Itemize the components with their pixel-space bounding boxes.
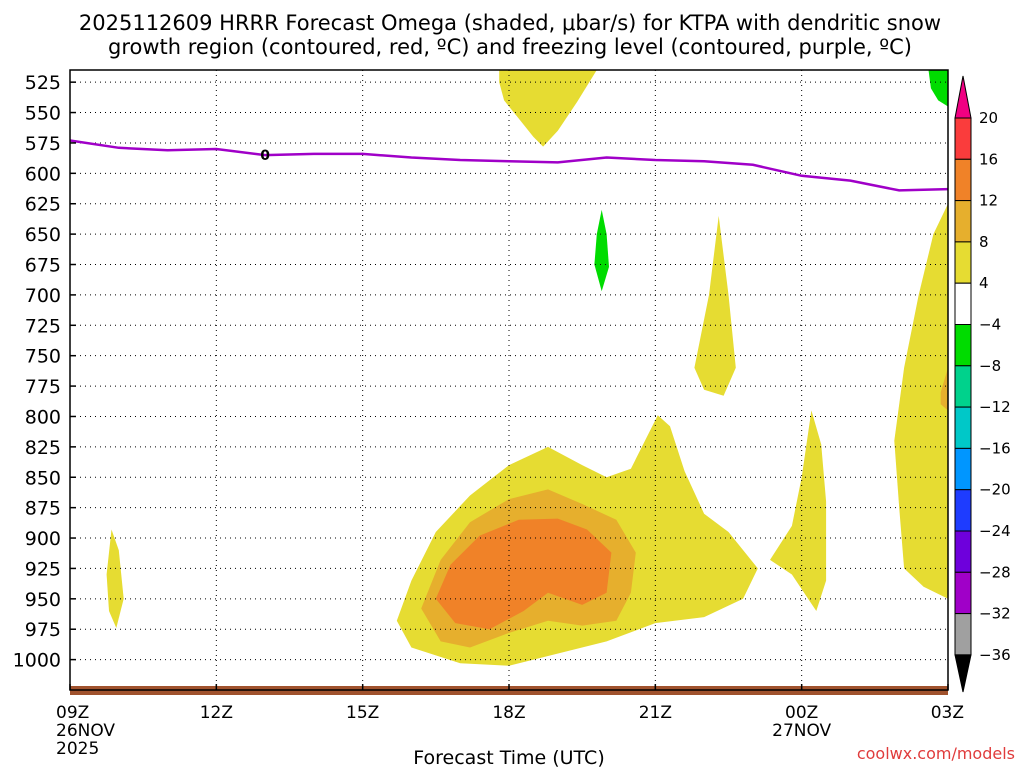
colorbar: 20 16 12 8 4 −4 −8 −12 −16 −20 −24 −28 −32 −36 xyxy=(954,75,1011,693)
y-tick-label-950: 950 xyxy=(25,589,61,611)
x-tick-label-21Z: 21Z xyxy=(639,703,672,723)
y-tick-label-925: 925 xyxy=(25,558,61,580)
colorbar-box-9 xyxy=(954,447,972,491)
colorbar-box-2 xyxy=(954,158,972,202)
colorbar-label-3: 8 xyxy=(979,233,989,251)
omega-region-5 xyxy=(694,215,736,396)
colorbar-box-11 xyxy=(954,530,972,573)
x-axis-label: Forecast Time (UTC) xyxy=(413,747,604,768)
y-tick-label-1000: 1000 xyxy=(13,650,61,672)
colorbar-box-4 xyxy=(954,241,972,284)
x-tick-label-15Z: 15Z xyxy=(346,703,379,723)
colorbar-box-13 xyxy=(954,613,972,656)
colorbar-label-11: −28 xyxy=(979,563,1011,581)
colorbar-box-6 xyxy=(954,324,972,367)
colorbar-label-4: 4 xyxy=(979,274,989,292)
colorbar-label-0: 20 xyxy=(979,109,998,127)
colorbar-label-13: −36 xyxy=(979,646,1011,664)
y-tick-label-975: 975 xyxy=(25,619,61,641)
omega-region-9 xyxy=(594,209,609,292)
credit-text: coolwx.com/models xyxy=(857,744,1015,763)
colorbar-box-5 xyxy=(954,282,972,326)
y-tick-label-575: 575 xyxy=(25,133,61,155)
omega-region-4 xyxy=(435,518,612,630)
omega-region-6 xyxy=(770,410,827,611)
omega-region-7 xyxy=(894,203,948,599)
chart-title-line-1: 2025112609 HRRR Forecast Omega (shaded, … xyxy=(79,11,941,35)
colorbar-box-10 xyxy=(954,489,972,532)
y-axis: 525 550 575 600 625 650 675 700 725 750 775 800 825 8… xyxy=(13,72,76,672)
y-tick-label-800: 800 xyxy=(25,406,61,428)
colorbar-label-7: −12 xyxy=(979,398,1011,416)
y-tick-label-650: 650 xyxy=(25,224,61,246)
omega-shading xyxy=(106,70,948,666)
y-tick-label-550: 550 xyxy=(25,103,61,125)
omega-region-0 xyxy=(499,70,597,147)
omega-region-1 xyxy=(106,529,124,628)
x-tick-label-18Z: 18Z xyxy=(492,703,525,723)
y-tick-label-700: 700 xyxy=(25,285,61,307)
colorbar-box-12 xyxy=(954,571,972,615)
y-tick-label-625: 625 xyxy=(25,194,61,216)
x-date-label-26NOV: 26NOV xyxy=(56,721,115,741)
x-date-label-27NOV: 27NOV xyxy=(772,721,831,741)
colorbar-label-9: −20 xyxy=(979,481,1011,499)
freezing-level-line xyxy=(69,139,949,192)
y-tick-label-750: 750 xyxy=(25,346,61,368)
x-year-label: 2025 xyxy=(56,739,99,759)
x-tick-label-12Z: 12Z xyxy=(200,703,233,723)
y-tick-label-675: 675 xyxy=(25,255,61,277)
colorbar-label-8: −16 xyxy=(979,439,1011,457)
colorbar-label-1: 16 xyxy=(979,150,998,168)
y-tick-label-825: 825 xyxy=(25,437,61,459)
colorbar-label-12: −32 xyxy=(979,605,1011,623)
x-tick-label-00Z: 00Z xyxy=(785,703,818,723)
colorbar-top-arrow xyxy=(954,75,972,119)
colorbar-box-3 xyxy=(954,200,972,243)
omega-region-10 xyxy=(928,70,948,107)
colorbar-box-7 xyxy=(954,365,972,408)
colorbar-label-2: 12 xyxy=(979,192,998,210)
y-tick-label-775: 775 xyxy=(25,376,61,398)
y-tick-label-600: 600 xyxy=(25,163,61,185)
x-tick-label-09Z: 09Z xyxy=(56,703,89,723)
colorbar-label-6: −8 xyxy=(979,357,1001,375)
x-tick-label-03Z: 03Z xyxy=(931,703,964,723)
colorbar-bottom-arrow xyxy=(954,654,972,693)
y-tick-label-525: 525 xyxy=(25,72,61,94)
colorbar-box-1 xyxy=(954,117,972,160)
y-tick-label-875: 875 xyxy=(25,498,61,520)
colorbar-label-5: −4 xyxy=(979,316,1001,334)
y-tick-label-725: 725 xyxy=(25,315,61,337)
y-tick-label-850: 850 xyxy=(25,467,61,489)
colorbar-label-10: −24 xyxy=(979,522,1011,540)
colorbar-box-8 xyxy=(954,406,972,449)
y-tick-label-900: 900 xyxy=(25,528,61,550)
chart-title-line-2: growth region (contoured, red, ºC) and f… xyxy=(108,35,912,59)
omega-region-8 xyxy=(940,367,948,411)
freezing-level-label: 0 xyxy=(260,148,270,164)
